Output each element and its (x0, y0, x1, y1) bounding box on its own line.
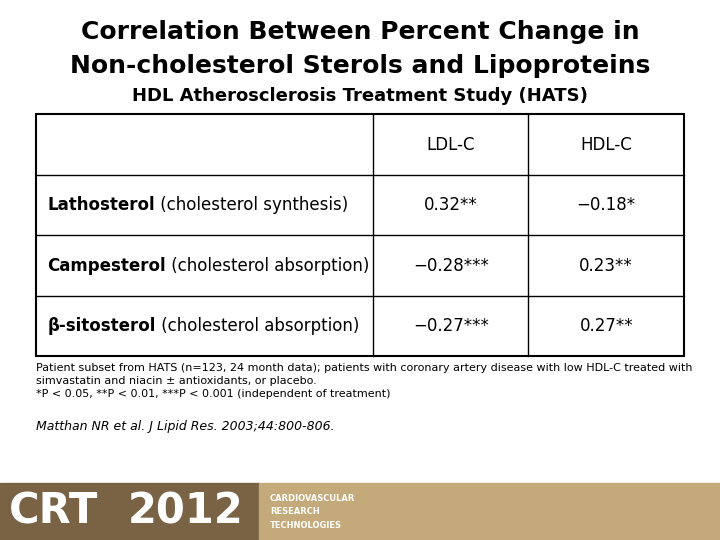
Text: 0.23**: 0.23** (580, 256, 633, 275)
Text: CARDIOVASCULAR: CARDIOVASCULAR (270, 494, 356, 503)
Text: Matthan NR et al. J Lipid Res. 2003;44:800-806.: Matthan NR et al. J Lipid Res. 2003;44:8… (36, 420, 335, 433)
Bar (0, 483, 259, 540)
Text: −0.28***: −0.28*** (413, 256, 489, 275)
Text: 2012: 2012 (128, 491, 244, 532)
Text: −0.27***: −0.27*** (413, 317, 489, 335)
Text: Lathosterol: Lathosterol (48, 196, 155, 214)
Text: *P < 0.05, **P < 0.01, ***P < 0.001 (independent of treatment): *P < 0.05, **P < 0.01, ***P < 0.001 (ind… (36, 389, 390, 399)
Text: (cholesterol absorption): (cholesterol absorption) (156, 317, 359, 335)
Bar (36, 114, 684, 356)
Text: simvastatin and niacin ± antioxidants, or placebo.: simvastatin and niacin ± antioxidants, o… (36, 376, 317, 386)
Text: 0.27**: 0.27** (580, 317, 633, 335)
Text: RESEARCH: RESEARCH (270, 507, 320, 516)
Text: CRT: CRT (9, 491, 98, 532)
Text: LDL-C: LDL-C (426, 136, 475, 154)
Text: HDL-C: HDL-C (580, 136, 632, 154)
Bar (259, 483, 720, 540)
Text: TECHNOLOGIES: TECHNOLOGIES (270, 521, 342, 530)
Text: (cholesterol absorption): (cholesterol absorption) (166, 256, 369, 275)
Text: Campesterol: Campesterol (48, 256, 166, 275)
Text: HDL Atherosclerosis Treatment Study (HATS): HDL Atherosclerosis Treatment Study (HAT… (132, 87, 588, 105)
Text: 0.32**: 0.32** (424, 196, 477, 214)
Text: (cholesterol synthesis): (cholesterol synthesis) (155, 196, 348, 214)
Text: −0.18*: −0.18* (577, 196, 636, 214)
Text: Non-cholesterol Sterols and Lipoproteins: Non-cholesterol Sterols and Lipoproteins (70, 54, 650, 78)
Text: β-sitosterol: β-sitosterol (48, 317, 156, 335)
Text: Patient subset from HATS (n=123, 24 month data); patients with coronary artery d: Patient subset from HATS (n=123, 24 mont… (36, 363, 693, 373)
Text: Correlation Between Percent Change in: Correlation Between Percent Change in (81, 21, 639, 44)
